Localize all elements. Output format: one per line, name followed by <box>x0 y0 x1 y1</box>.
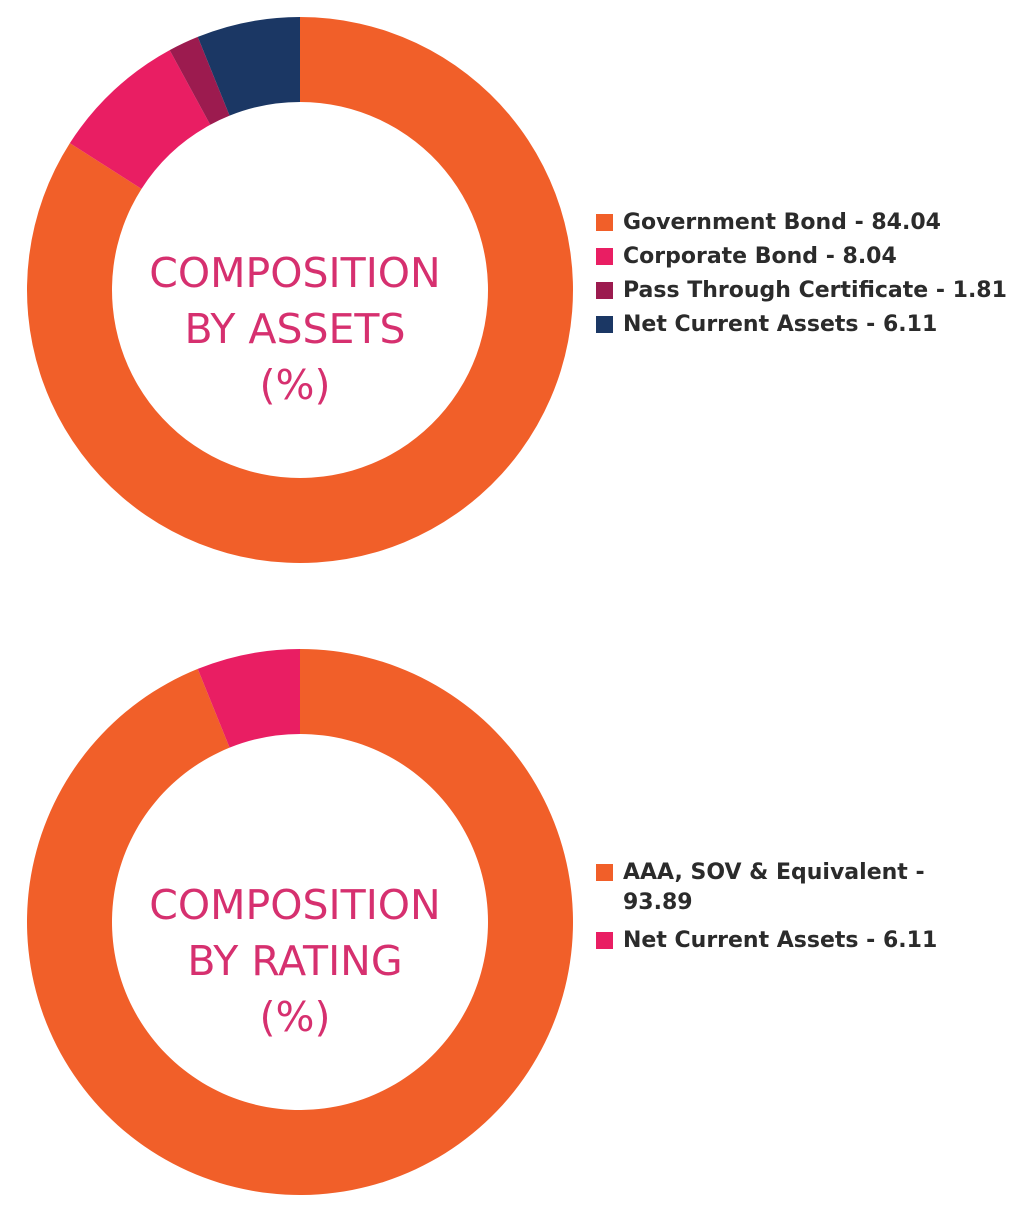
slice-government-bond <box>27 17 573 563</box>
assets-center-line-1: COMPOSITION <box>149 249 441 297</box>
legend-swatch-corporate-bond <box>596 248 613 265</box>
assets-center-line-2: BY ASSETS <box>184 305 406 353</box>
legend-label-aaa-sov-equivalent: AAA, SOV & Equivalent - 93.89 <box>623 860 925 915</box>
legend-label-pass-through-certificate: Pass Through Certificate - 1.81 <box>623 278 1007 303</box>
rating-center-line-3: (%) <box>259 993 331 1041</box>
legend-swatch-aaa-sov-equivalent <box>596 864 613 881</box>
assets-center-line-3: (%) <box>259 361 331 409</box>
composition-by-assets-chart: COMPOSITION BY ASSETS (%) Government Bon… <box>0 0 1030 600</box>
rating-donut <box>26 649 573 1195</box>
legend-swatch-pass-through-certificate <box>596 282 613 299</box>
slice-aaa-sov-equivalent <box>26 649 573 1195</box>
rating-center-label: COMPOSITION BY RATING (%) <box>100 877 490 1045</box>
legend-label-net-current-assets: Net Current Assets - 6.11 <box>623 312 938 337</box>
legend-item-net-current-assets: Net Current Assets - 6.11 <box>596 310 1007 344</box>
legend-swatch-net-current-assets <box>596 316 613 333</box>
legend-item-aaa-sov-equivalent: AAA, SOV & Equivalent - 93.89 <box>596 858 953 926</box>
assets-legend: Government Bond - 84.04 Corporate Bond -… <box>596 208 1007 344</box>
legend-swatch-net-current-assets-rating <box>596 932 613 949</box>
composition-by-rating-chart: COMPOSITION BY RATING (%) AAA, SOV & Equ… <box>0 630 1030 1215</box>
slice-pass-through-certificate <box>169 36 230 125</box>
legend-item-corporate-bond: Corporate Bond - 8.04 <box>596 242 1007 276</box>
legend-label-net-current-assets-rating: Net Current Assets - 6.11 <box>623 928 938 953</box>
legend-label-government-bond: Government Bond - 84.04 <box>623 210 941 235</box>
legend-label-corporate-bond: Corporate Bond - 8.04 <box>623 244 897 269</box>
assets-center-label: COMPOSITION BY ASSETS (%) <box>100 245 490 413</box>
slice-net-current-assets <box>197 649 300 748</box>
legend-swatch-government-bond <box>596 214 613 231</box>
assets-donut <box>27 17 573 563</box>
legend-item-pass-through-certificate: Pass Through Certificate - 1.81 <box>596 276 1007 310</box>
rating-center-line-2: BY RATING <box>187 937 403 985</box>
legend-item-net-current-assets-rating: Net Current Assets - 6.11 <box>596 926 953 960</box>
legend-item-government-bond: Government Bond - 84.04 <box>596 208 1007 242</box>
slice-net-current-assets <box>197 17 300 116</box>
slice-corporate-bond <box>69 50 211 189</box>
rating-center-line-1: COMPOSITION <box>149 881 441 929</box>
rating-legend: AAA, SOV & Equivalent - 93.89 Net Curren… <box>596 858 953 960</box>
